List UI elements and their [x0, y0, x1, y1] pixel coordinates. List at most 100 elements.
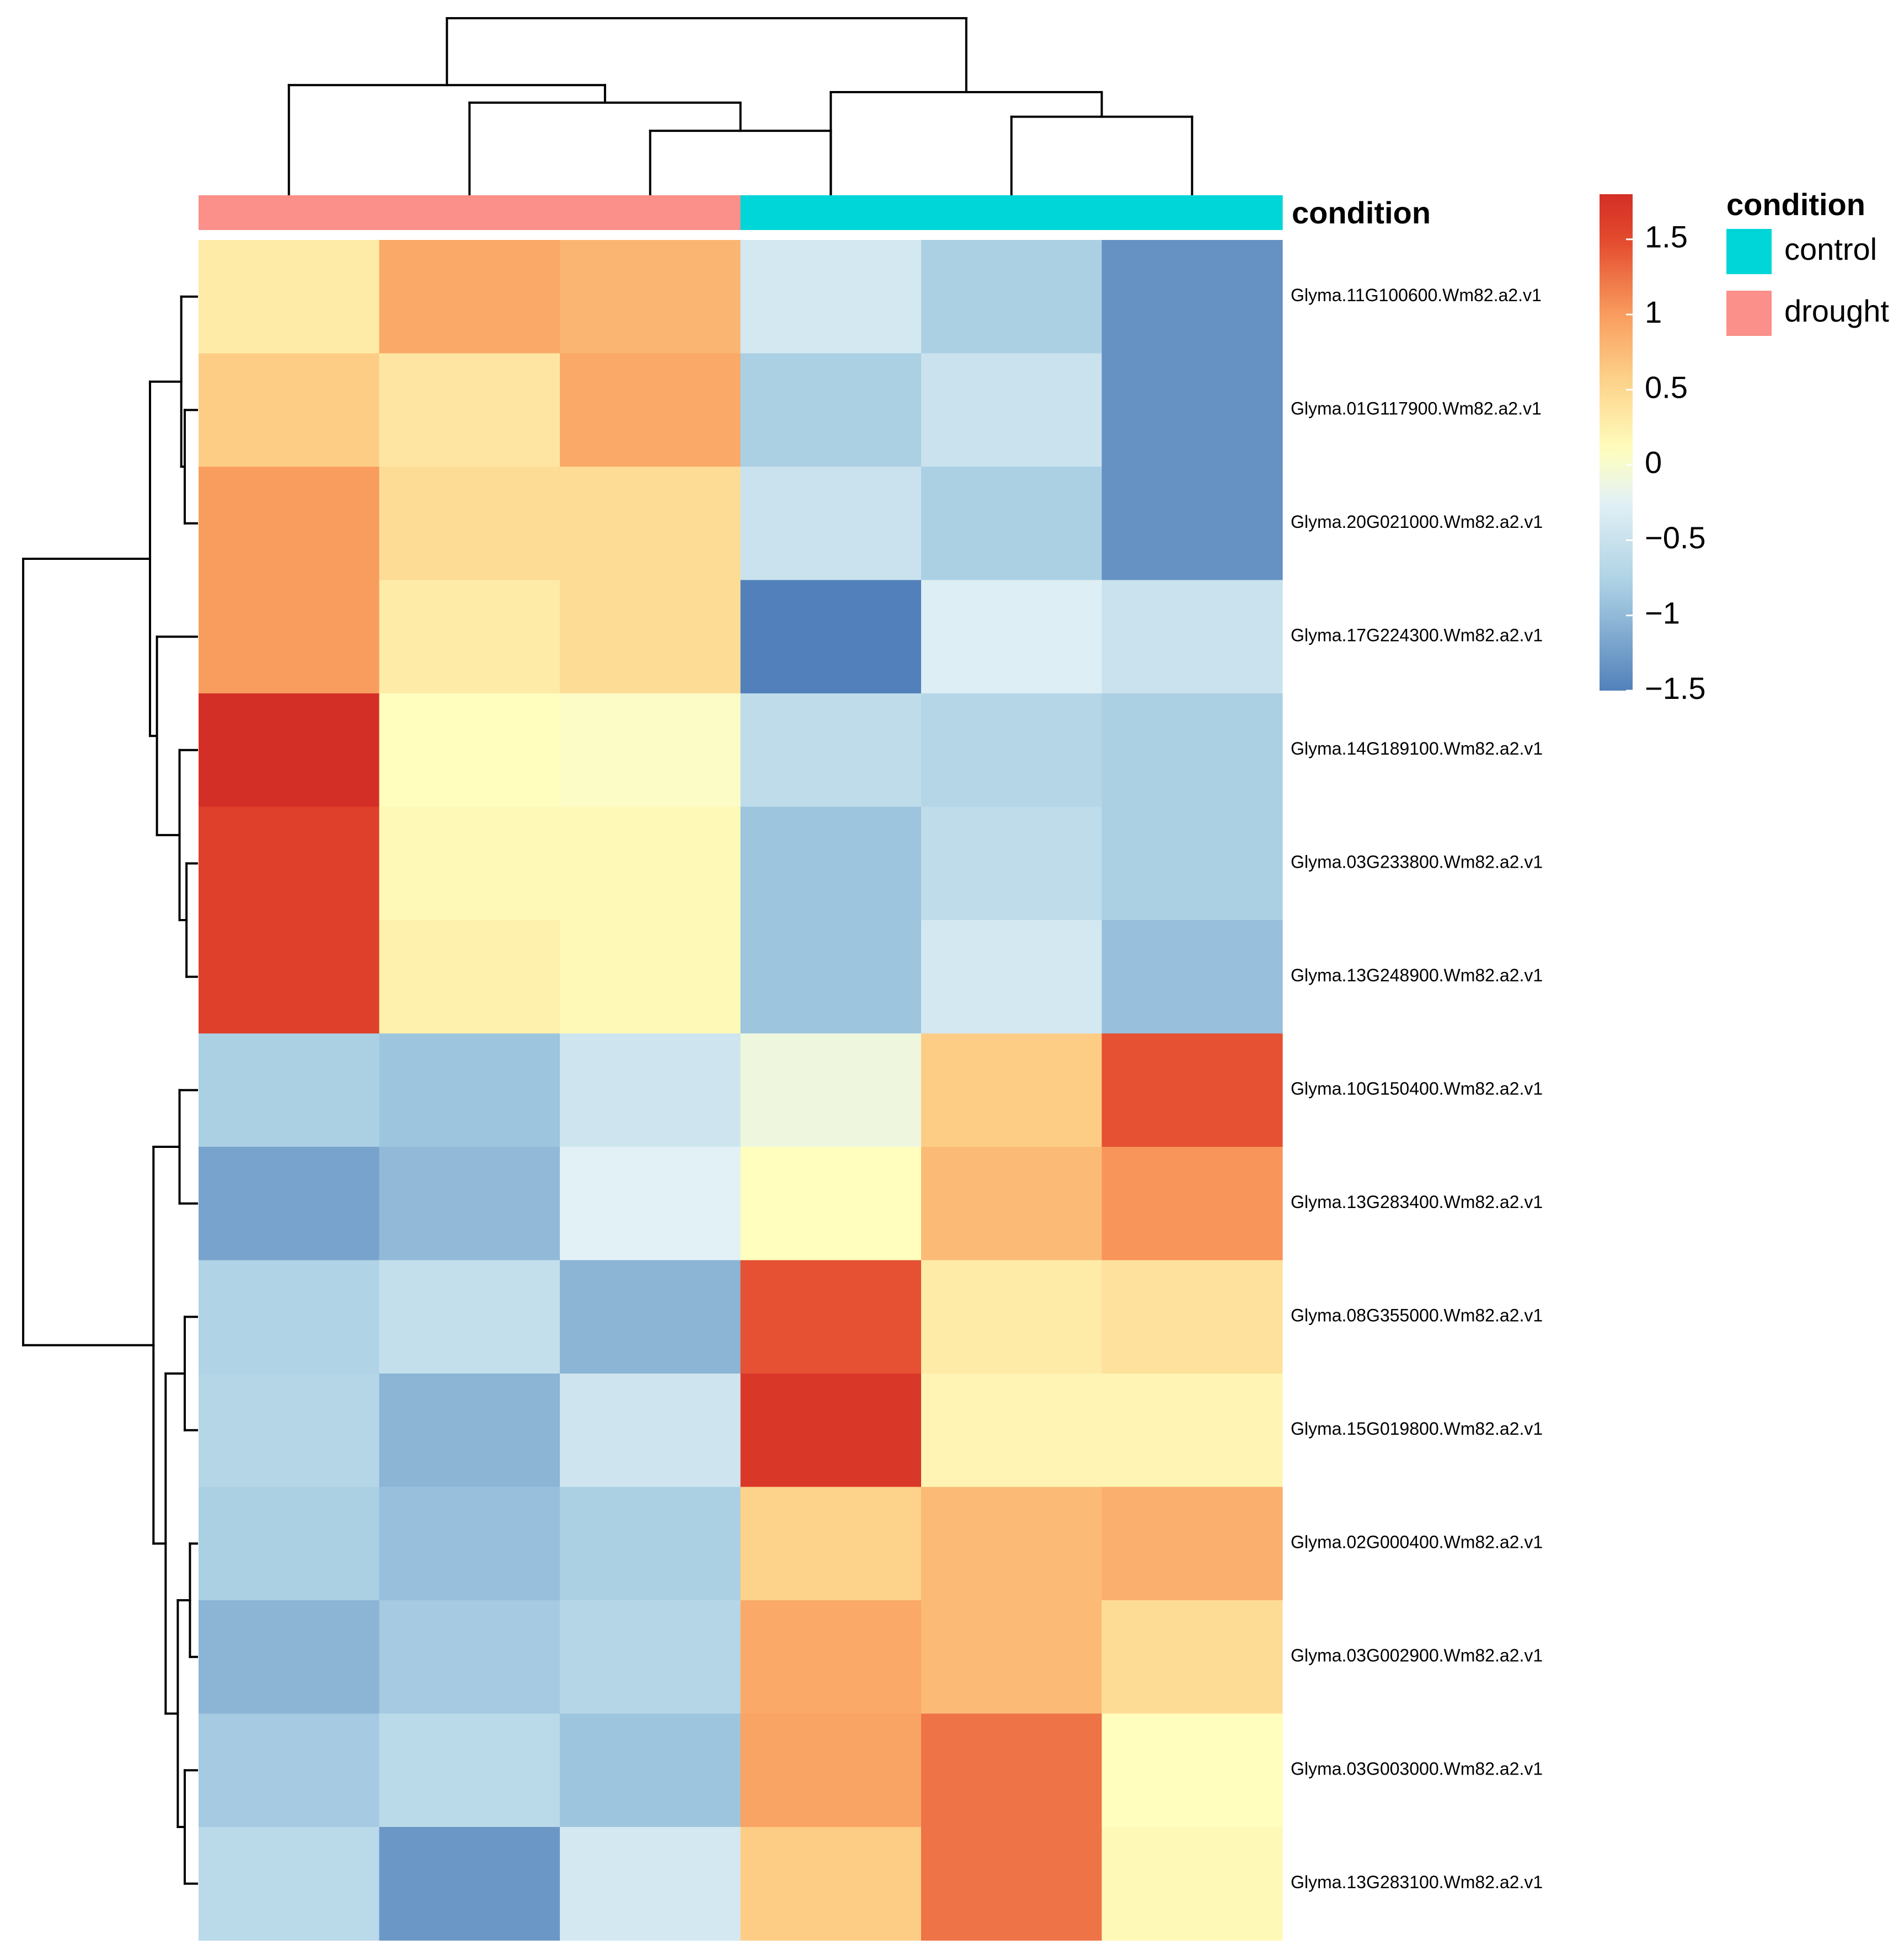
row-label: Glyma.13G248900.Wm82.a2.v1 — [1291, 965, 1543, 985]
heatmap-cell — [1101, 1033, 1283, 1147]
heatmap-cell — [1101, 1713, 1283, 1828]
row-label: Glyma.17G224300.Wm82.a2.v1 — [1291, 626, 1543, 645]
heatmap-cell — [921, 1487, 1103, 1601]
heatmap-cell — [560, 353, 741, 467]
row-label: Glyma.03G233800.Wm82.a2.v1 — [1291, 852, 1543, 872]
heatmap-cell — [199, 1033, 380, 1147]
heatmap-cell — [740, 1147, 922, 1261]
heatmap-cell — [199, 920, 380, 1034]
heatmap-cell — [1101, 806, 1283, 921]
heatmap-cell — [199, 353, 380, 467]
heatmap-cell — [740, 920, 922, 1034]
annotation-cell-drought — [560, 195, 741, 230]
legend-title: condition — [1726, 187, 1865, 222]
colorbar-tick-label: −1 — [1645, 595, 1680, 630]
annotation-cell-control — [921, 195, 1103, 230]
colorbar-tick-label: 1 — [1645, 295, 1662, 329]
heatmap-cell — [1101, 580, 1283, 694]
annotation-cell-drought — [199, 195, 380, 230]
heatmap-cell — [740, 1374, 922, 1488]
heatmap-cell — [379, 240, 560, 354]
heatmap-cell — [199, 1260, 380, 1374]
heatmap-cell — [560, 1600, 741, 1714]
heatmap-cell — [921, 1713, 1103, 1828]
colorbar-tick-label: −1.5 — [1645, 671, 1706, 706]
heatmap-cell — [740, 1260, 922, 1374]
condition-legend: condition control drought — [1726, 187, 1889, 336]
row-label: Glyma.11G100600.Wm82.a2.v1 — [1291, 285, 1542, 305]
row-labels: Glyma.11G100600.Wm82.a2.v1 Glyma.01G11790… — [1291, 285, 1543, 1892]
row-label: Glyma.03G003000.Wm82.a2.v1 — [1291, 1759, 1543, 1779]
heatmap-cell — [199, 806, 380, 921]
heatmap-cell — [560, 1487, 741, 1601]
condition-annotation-bar — [199, 195, 1283, 230]
heatmap-cell — [1101, 920, 1283, 1034]
heatmap-cell — [1101, 1487, 1283, 1601]
colorbar-tick-label: 0 — [1645, 445, 1662, 480]
column-dendrogram — [287, 17, 1194, 195]
heatmap-cell — [740, 1827, 922, 1941]
heatmap-cell — [1101, 1147, 1283, 1261]
heatmap-cell — [560, 1260, 741, 1374]
row-label: Glyma.13G283400.Wm82.a2.v1 — [1291, 1192, 1543, 1212]
heatmap-cell — [199, 693, 380, 808]
heatmap-cell — [1101, 1600, 1283, 1714]
row-label: Glyma.10G150400.Wm82.a2.v1 — [1291, 1079, 1543, 1099]
heatmap-cell — [921, 467, 1103, 581]
heatmap-cell — [379, 580, 560, 694]
heatmap-cell — [1101, 240, 1283, 354]
heatmap-cell — [1101, 467, 1283, 581]
heatmap-cell — [560, 1147, 741, 1261]
row-label: Glyma.13G283100.Wm82.a2.v1 — [1291, 1872, 1543, 1892]
heatmap-cell — [740, 806, 922, 921]
heatmap-cell — [560, 1374, 741, 1488]
row-label: Glyma.14G189100.Wm82.a2.v1 — [1291, 739, 1543, 758]
heatmap-cell — [199, 1600, 380, 1714]
row-label: Glyma.08G355000.Wm82.a2.v1 — [1291, 1306, 1543, 1326]
heatmap-cell — [740, 693, 922, 808]
heatmap-cell — [560, 693, 741, 808]
annotation-title: condition — [1292, 195, 1431, 230]
heatmap-cell — [740, 240, 922, 354]
colorbar-tick-label: −0.5 — [1645, 520, 1706, 555]
heatmap-cell — [921, 240, 1103, 354]
heatmap-cell — [379, 1147, 560, 1261]
annotation-cell-control — [740, 195, 922, 230]
heatmap-cell — [379, 693, 560, 808]
heatmap-cell — [379, 1374, 560, 1488]
heatmap-cell — [1101, 693, 1283, 808]
heatmap-cell — [199, 580, 380, 694]
heatmap-cell — [560, 920, 741, 1034]
heatmap-cell — [921, 580, 1103, 694]
heatmap-cell — [921, 353, 1103, 467]
heatmap-cell — [379, 467, 560, 581]
heatmap-cell — [1101, 1827, 1283, 1941]
heatmap-cell — [921, 1600, 1103, 1714]
annotation-cell-control — [1101, 195, 1283, 230]
row-label: Glyma.01G117900.Wm82.a2.v1 — [1291, 399, 1542, 419]
heatmap-cell — [379, 1487, 560, 1601]
legend-swatch-control — [1726, 229, 1772, 274]
heatmap-cell — [199, 1487, 380, 1601]
heatmap-cell — [199, 1713, 380, 1828]
heatmap-cell — [921, 920, 1103, 1034]
heatmap-cell — [921, 806, 1103, 921]
colorbar-tick-label: 0.5 — [1645, 370, 1688, 404]
row-label: Glyma.15G019800.Wm82.a2.v1 — [1291, 1419, 1543, 1439]
heatmap-cell — [379, 1827, 560, 1941]
heatmap-cell — [1101, 353, 1283, 467]
heatmap-cell — [379, 806, 560, 921]
heatmap-cell — [740, 1713, 922, 1828]
heatmap-cell — [740, 353, 922, 467]
heatmap-cell — [740, 1600, 922, 1714]
legend-swatch-drought — [1726, 291, 1772, 336]
heatmap-cell — [379, 1600, 560, 1714]
heatmap-cell — [560, 580, 741, 694]
heatmap-cell — [921, 1260, 1103, 1374]
heatmap-cell — [560, 1827, 741, 1941]
heatmap-cell — [199, 240, 380, 354]
heatmap-cell — [379, 353, 560, 467]
heatmap-cell — [921, 1147, 1103, 1261]
heatmap-cells — [199, 240, 1283, 1941]
